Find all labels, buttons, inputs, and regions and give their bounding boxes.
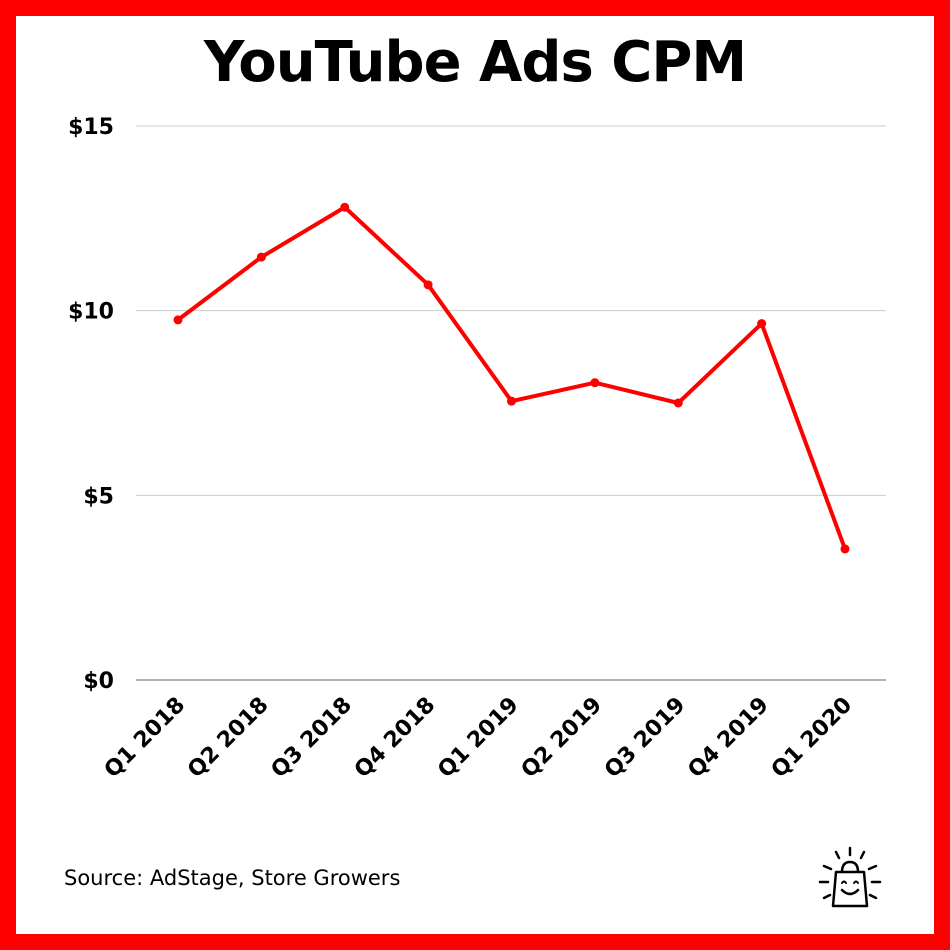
data-point (507, 396, 516, 406)
x-tick-label: Q3 2018 (267, 693, 357, 783)
x-tick-label: Q4 2019 (683, 693, 773, 783)
data-point (340, 202, 350, 212)
data-point (173, 315, 183, 325)
x-tick-label: Q2 2018 (183, 693, 273, 783)
x-tick-label: Q1 2020 (767, 693, 857, 783)
source-caption: Source: AdStage, Store Growers (64, 866, 401, 890)
gridlines (136, 125, 886, 681)
data-point (423, 280, 433, 290)
chart-title: YouTube Ads CPM (203, 30, 747, 95)
series-line (176, 205, 847, 550)
data-point (673, 398, 683, 408)
smiling-shopping-bag-icon (818, 846, 882, 908)
data-points (173, 202, 850, 554)
y-tick-label: $15 (68, 115, 114, 140)
x-tick-label: Q2 2019 (517, 693, 607, 783)
y-tick-label: $5 (83, 484, 114, 509)
data-point (590, 378, 600, 388)
x-tick-label: Q1 2019 (433, 693, 523, 783)
y-tick-label: $0 (83, 669, 114, 694)
data-point (256, 252, 266, 262)
data-point (840, 544, 850, 554)
x-tick-label: Q3 2019 (600, 693, 690, 783)
x-tick-label: Q1 2018 (100, 693, 190, 783)
y-tick-label: $10 (68, 300, 114, 325)
series-line-group (176, 205, 847, 550)
y-axis-tick-labels: $0 $5 $10 $15 (68, 115, 114, 694)
x-tick-label: Q4 2018 (350, 693, 440, 783)
data-point (757, 319, 767, 329)
